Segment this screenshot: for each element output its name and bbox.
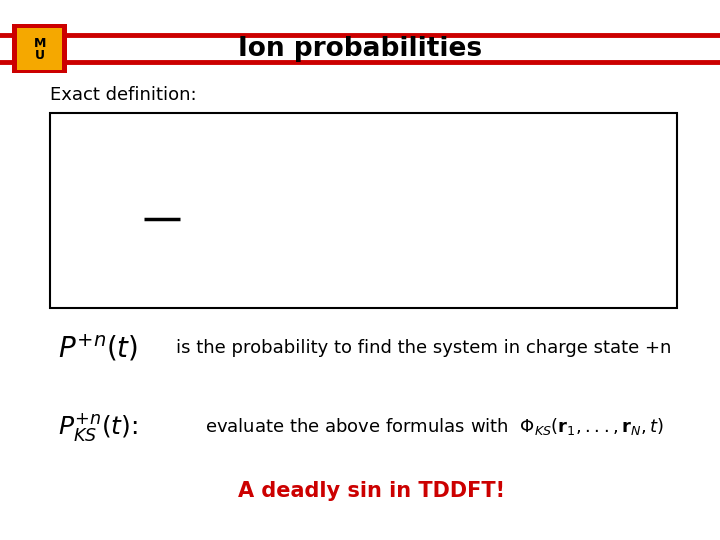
Text: U: U xyxy=(35,49,45,62)
FancyBboxPatch shape xyxy=(17,28,62,70)
Text: $P^{+n}_{KS}(t)$:: $P^{+n}_{KS}(t)$: xyxy=(58,410,138,443)
Text: A deadly sin in TDDFT!: A deadly sin in TDDFT! xyxy=(238,481,505,502)
FancyBboxPatch shape xyxy=(12,24,67,73)
Text: Exact definition:: Exact definition: xyxy=(50,86,197,104)
Text: evaluate the above formulas with  $\Phi_{KS}(\mathbf{r}_1,...,\mathbf{r}_N,t)$: evaluate the above formulas with $\Phi_{… xyxy=(205,416,665,437)
Text: Ion probabilities: Ion probabilities xyxy=(238,36,482,62)
Text: M: M xyxy=(33,37,46,50)
Text: $P^{+n}(t)$: $P^{+n}(t)$ xyxy=(58,333,138,364)
FancyBboxPatch shape xyxy=(50,113,677,308)
Text: is the probability to find the system in charge state +n: is the probability to find the system in… xyxy=(176,339,672,357)
